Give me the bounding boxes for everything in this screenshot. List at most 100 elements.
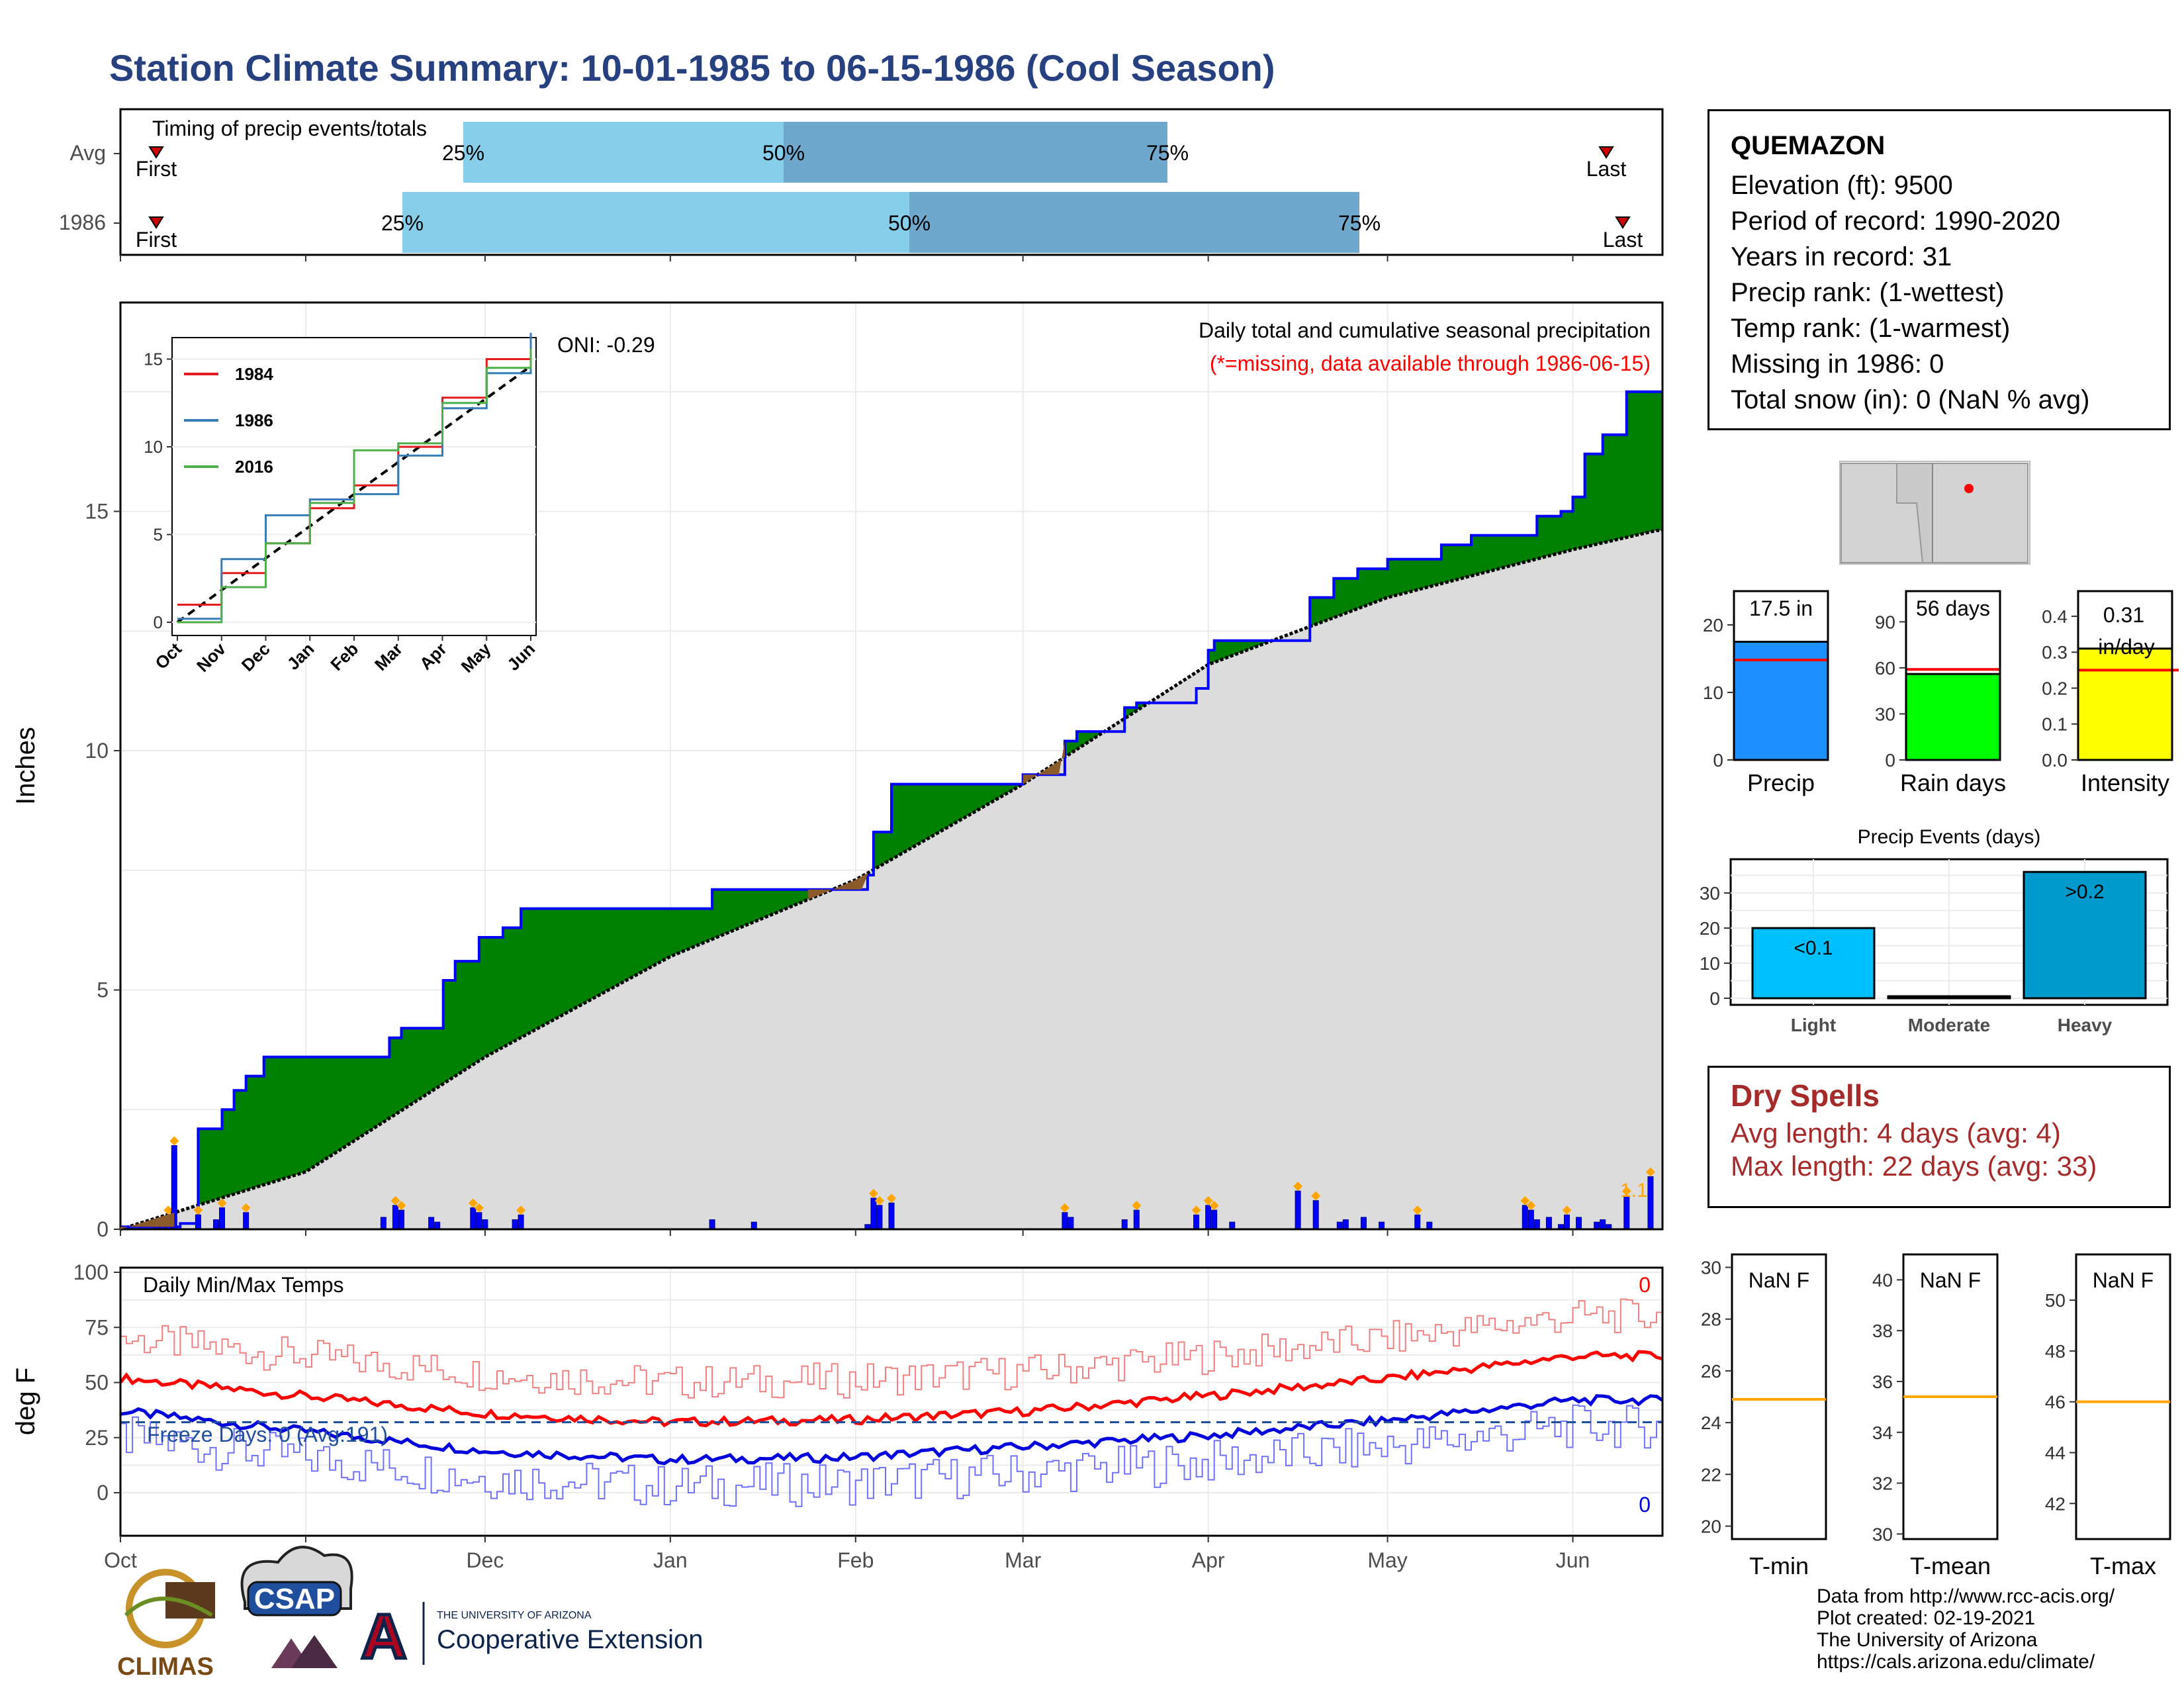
temp-box-tick-label: 36 — [1872, 1372, 1893, 1392]
svg-text:CLIMAS: CLIMAS — [117, 1653, 214, 1681]
events-bar — [1751, 927, 1876, 1000]
above-average-area — [120, 530, 1662, 1229]
station-name: QUEMAZON — [1731, 131, 1886, 160]
temp-y-tick-label: 50 — [85, 1371, 109, 1395]
timing-panel: Timing of precip events/totals Avg 1986 … — [59, 108, 1664, 256]
month-tick-label: Dec — [466, 1548, 504, 1572]
daily-precip-bar — [1564, 1214, 1570, 1230]
daily-precip-bar — [1594, 1221, 1600, 1230]
y-tick-label: 10 — [85, 739, 109, 763]
daily-precip-bar — [195, 1214, 201, 1230]
summary-value-unit: in/day — [2098, 635, 2154, 659]
summary-value-label: 17.5 in — [1749, 596, 1813, 620]
y-tick-label: 5 — [97, 978, 109, 1002]
below-average-area — [120, 1212, 175, 1229]
credits: Data from http://www.rcc-acis.org/ Plot … — [1817, 1585, 2115, 1673]
svg-text:A: A — [361, 1601, 406, 1672]
summary-y-tick-label: 0.1 — [2042, 714, 2068, 735]
daily-precip-bar — [1360, 1217, 1367, 1230]
heavy-event-marker — [887, 1194, 896, 1203]
events-y-tick-label: 30 — [1700, 883, 1720, 904]
summary-y-tick-label: 20 — [1703, 615, 1723, 635]
inset-y-tick-label: 10 — [144, 437, 163, 457]
heavy-event-marker — [1203, 1196, 1213, 1205]
climas-logo: CLIMAS — [117, 1569, 215, 1681]
heavy-event-marker — [1562, 1205, 1572, 1215]
temp-box-tick-label: 48 — [2045, 1341, 2066, 1362]
csap-logo: CSAP — [240, 1546, 353, 1668]
credit-date: Plot created: 02-19-2021 — [1817, 1607, 2036, 1629]
daily-precip-bar — [434, 1221, 441, 1230]
temp-box-value: NaN F — [2093, 1268, 2154, 1292]
dry-spells-box: Dry Spells Avg length: 4 days (avg: 4) M… — [1707, 1066, 2171, 1208]
timing-avg-p75: 75% — [1146, 141, 1189, 165]
month-tick-label: Apr — [1192, 1548, 1225, 1572]
daily-precip-bar — [476, 1212, 482, 1230]
tmin-1986-daily — [120, 1404, 1663, 1507]
station-precip-rank: Precip rank: (1-wettest) — [1731, 278, 2005, 307]
summary-y-tick-label: 0.3 — [2042, 642, 2068, 663]
temp-summary-boxes: 20 22 24 26 28 30 NaN F T-min 30 32 34 36 38 40 NaN F T… — [1701, 1253, 2171, 1579]
max-bar-label: 1.1 — [1620, 1180, 1648, 1201]
heavy-event-marker — [868, 1189, 878, 1199]
station-location-marker — [1964, 484, 1974, 493]
events-y-tick-label: 0 — [1709, 988, 1720, 1009]
summary-name-label: Intensity — [2081, 769, 2169, 796]
events-bar-label: <0.1 — [1794, 937, 1833, 959]
temp-box-tick-label: 40 — [1872, 1270, 1893, 1290]
timing-1986-q1 — [402, 192, 909, 253]
daily-precip-bar — [1295, 1190, 1301, 1230]
daily-precip-bar — [1545, 1217, 1552, 1230]
temp-box-frame — [1731, 1253, 1827, 1540]
heavy-event-marker — [241, 1203, 251, 1213]
average-cumulative-line — [120, 528, 1662, 1231]
daily-precip-bar — [219, 1207, 226, 1230]
daily-precip-bar — [1193, 1214, 1200, 1230]
temp-y-tick-label: 25 — [85, 1426, 109, 1450]
temp-box-tick-label: 30 — [1872, 1524, 1893, 1544]
logos: CLIMAS CSAP A THE UNIVERSITY OF ARIZONA … — [117, 1546, 703, 1681]
station-missing: Missing in 1986: 0 — [1731, 350, 1944, 379]
timing-1986-first: First — [136, 228, 177, 252]
cumulative-1986-line — [120, 390, 1662, 1229]
precip-plot: 0 5 10 15 Inches ONI: -0.29 Daily total and… — [11, 301, 1664, 1241]
temp-box-tick-label: 42 — [2045, 1493, 2066, 1514]
temp-y-tick-label: 100 — [73, 1260, 109, 1284]
heavy-event-marker — [390, 1196, 400, 1205]
heavy-event-marker — [193, 1205, 203, 1215]
station-elevation: Elevation (ft): 9500 — [1731, 171, 1953, 200]
daily-precip-bar — [1312, 1200, 1319, 1230]
summary-value-label: 56 days — [1916, 596, 1990, 620]
timing-1986-p25: 25% — [381, 211, 424, 235]
summary-y-tick-label: 60 — [1875, 658, 1895, 679]
heavy-event-marker — [1293, 1182, 1303, 1192]
legend-label: 1986 — [235, 410, 273, 430]
timing-row-avg-label: Avg — [69, 141, 106, 165]
temp-title: Daily Min/Max Temps — [143, 1273, 343, 1297]
month-tick-label: Jan — [653, 1548, 688, 1572]
daily-precip-bar — [1426, 1221, 1433, 1230]
heavy-event-marker — [874, 1196, 884, 1205]
heavy-event-marker — [163, 1205, 173, 1215]
timing-avg-first: First — [136, 157, 177, 181]
temp-box-tick-label: 34 — [1872, 1423, 1893, 1443]
daily-precip-bar — [1336, 1221, 1343, 1230]
temp-box-tick-label: 30 — [1701, 1258, 1721, 1278]
heavy-event-marker — [1132, 1201, 1142, 1211]
timing-avg-p50: 50% — [762, 141, 805, 165]
tmin-average-line — [120, 1394, 1664, 1466]
temp-box-name: T-min — [1749, 1552, 1809, 1579]
month-tick-label: Oct — [104, 1548, 137, 1572]
temp-box-tick-label: 22 — [1701, 1464, 1721, 1485]
svg-text:Cooperative Extension: Cooperative Extension — [437, 1625, 703, 1654]
missing-note: (*=missing, data available through 1986-… — [1210, 352, 1651, 375]
month-tick-label: Jun — [1556, 1548, 1590, 1572]
dry-spells-title: Dry Spells — [1731, 1078, 1880, 1113]
legend-label: 2016 — [235, 457, 273, 477]
station-years: Years in record: 31 — [1731, 242, 1952, 271]
temp-box-tick-label: 24 — [1701, 1413, 1721, 1433]
temp-box-tick-label: 20 — [1701, 1516, 1721, 1536]
timing-avg-p25: 25% — [442, 141, 484, 165]
summary-y-tick-label: 0 — [1885, 750, 1895, 771]
